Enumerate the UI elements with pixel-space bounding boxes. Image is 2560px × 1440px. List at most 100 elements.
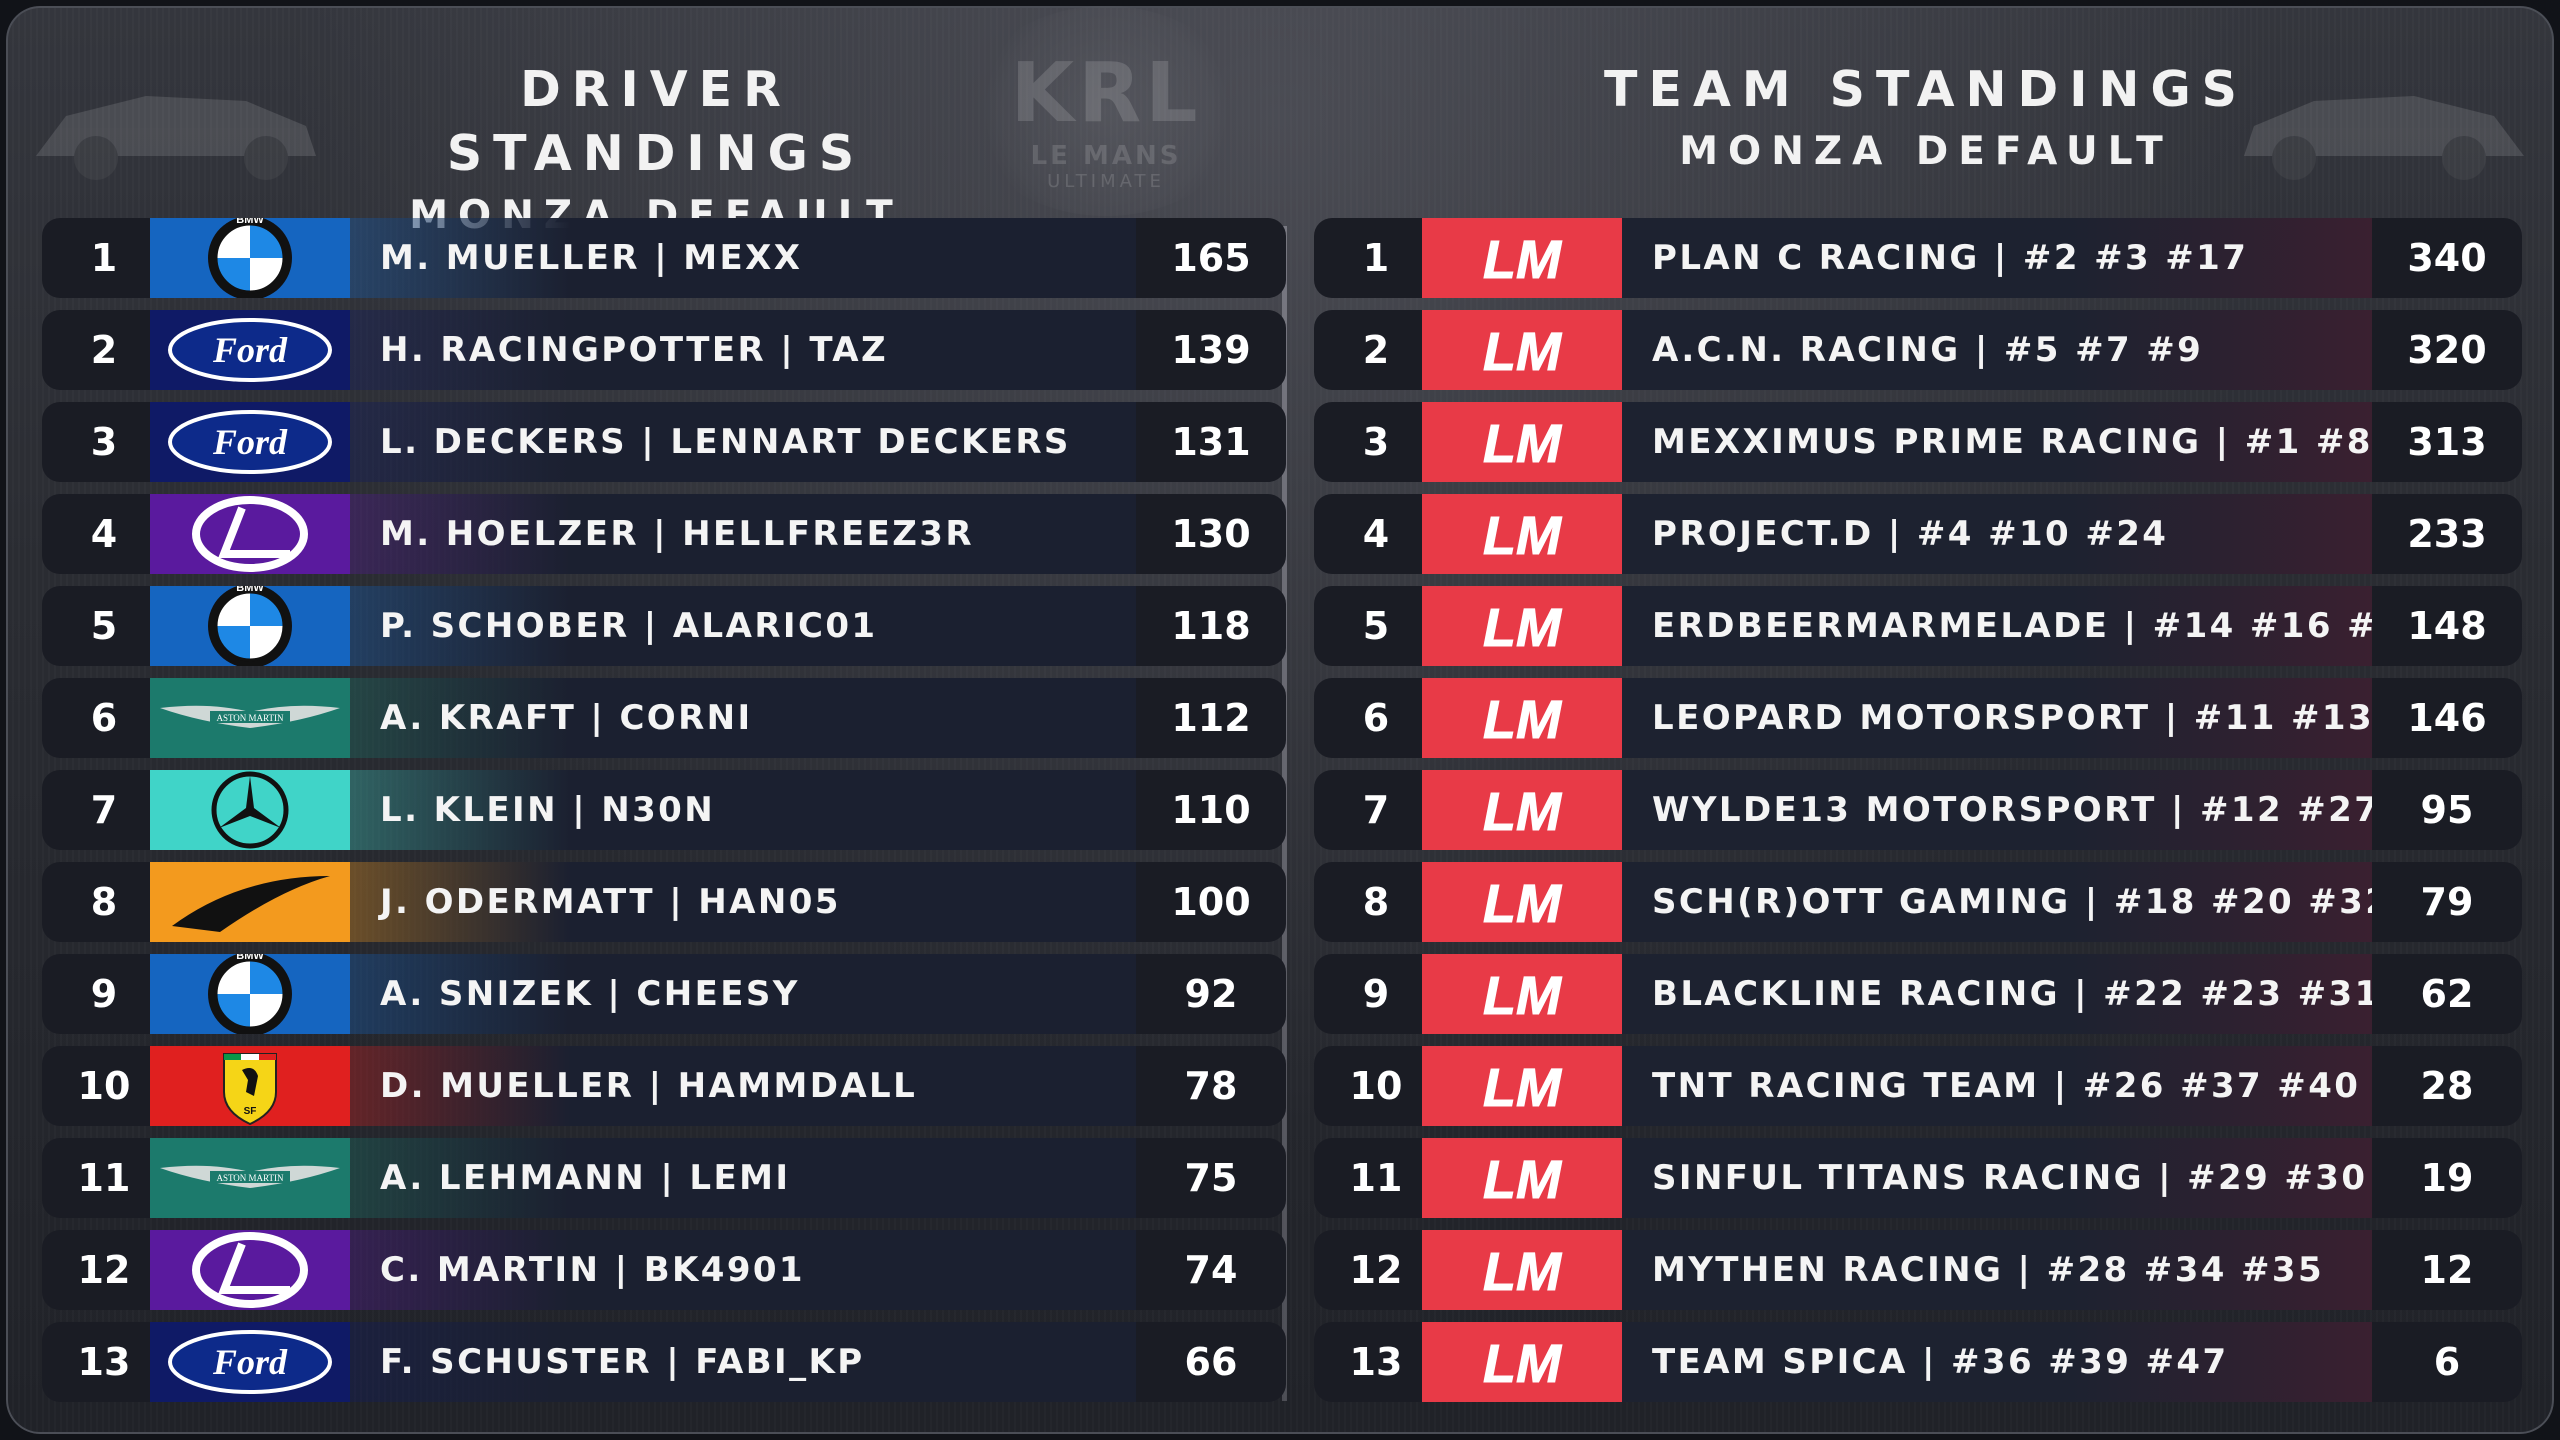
bmw-logo-icon: BMW	[150, 218, 350, 298]
svg-text:LM: LM	[1483, 874, 1562, 934]
driver-name: A. KRAFT | CORNI	[350, 678, 1136, 758]
watermark-main: KRL	[1010, 46, 1202, 141]
team-points: 28	[2372, 1046, 2522, 1126]
team-points: 313	[2372, 402, 2522, 482]
team-name: ERDBEERMARMELADE | #14 #16 #19	[1622, 586, 2372, 666]
lm-logo-icon: LM	[1422, 954, 1622, 1034]
team-name: TEAM SPICA | #36 #39 #47	[1622, 1322, 2372, 1402]
standings-board: KRL LE MANS ULTIMATE DRIVER STANDINGS MO…	[6, 6, 2554, 1434]
svg-text:LM: LM	[1483, 598, 1562, 658]
team-name: MYTHEN RACING | #28 #34 #35	[1622, 1230, 2372, 1310]
team-points: 6	[2372, 1322, 2522, 1402]
svg-text:LM: LM	[1483, 966, 1562, 1026]
team-standings-title: TEAM STANDINGS	[1604, 61, 2248, 118]
ford-logo-icon: Ford	[150, 402, 350, 482]
lm-logo-icon: LM	[1422, 1230, 1622, 1310]
lm-logo-icon: LM	[1422, 862, 1622, 942]
team-name: BLACKLINE RACING | #22 #23 #31	[1622, 954, 2372, 1034]
team-rank: 5	[1314, 586, 1438, 666]
svg-text:LM: LM	[1483, 782, 1562, 842]
driver-points: 75	[1136, 1138, 1286, 1218]
driver-points: 165	[1136, 218, 1286, 298]
driver-rank: 2	[42, 310, 166, 390]
svg-text:BMW: BMW	[236, 954, 264, 962]
team-points: 146	[2372, 678, 2522, 758]
lm-logo-icon: LM	[1422, 218, 1622, 298]
driver-name: C. MARTIN | BK4901	[350, 1230, 1136, 1310]
team-rank: 13	[1314, 1322, 1438, 1402]
svg-text:LM: LM	[1483, 230, 1562, 290]
driver-rank: 6	[42, 678, 166, 758]
team-standings-header: TEAM STANDINGS MONZA DEFAULT	[1576, 58, 2276, 182]
team-rank: 6	[1314, 678, 1438, 758]
team-name: PLAN C RACING | #2 #3 #17	[1622, 218, 2372, 298]
background-car-left	[36, 96, 316, 180]
driver-name: P. SCHOBER | ALARIC01	[350, 586, 1136, 666]
driver-rank: 8	[42, 862, 166, 942]
team-standings-subtitle: MONZA DEFAULT	[1679, 129, 2173, 174]
lm-logo-icon: LM	[1422, 1046, 1622, 1126]
driver-name: A. SNIZEK | CHEESY	[350, 954, 1136, 1034]
driver-rank: 9	[42, 954, 166, 1034]
watermark-sub2: ULTIMATE	[1047, 171, 1165, 192]
driver-points: 131	[1136, 402, 1286, 482]
team-rank: 2	[1314, 310, 1438, 390]
bmw-logo-icon: BMW	[150, 954, 350, 1034]
team-name: SINFUL TITANS RACING | #29 #30 #41	[1622, 1138, 2372, 1218]
driver-points: 139	[1136, 310, 1286, 390]
svg-text:LM: LM	[1483, 690, 1562, 750]
driver-rank: 13	[42, 1322, 166, 1402]
svg-text:LM: LM	[1483, 1334, 1562, 1394]
mercedes-logo-icon	[150, 770, 350, 850]
team-rank: 3	[1314, 402, 1438, 482]
team-points: 340	[2372, 218, 2522, 298]
krl-watermark-logo: KRL LE MANS ULTIMATE	[966, 6, 1246, 216]
driver-name: D. MUELLER | HAMMDALL	[350, 1046, 1136, 1126]
team-name: SCH(R)OTT GAMING | #18 #20 #32	[1622, 862, 2372, 942]
svg-text:Ford: Ford	[212, 1342, 288, 1382]
aston-logo-icon: ASTON MARTIN	[150, 678, 350, 758]
team-rank: 12	[1314, 1230, 1438, 1310]
lm-logo-icon: LM	[1422, 1322, 1622, 1402]
svg-text:LM: LM	[1483, 1058, 1562, 1118]
driver-points: 118	[1136, 586, 1286, 666]
team-rank: 10	[1314, 1046, 1438, 1126]
team-rank: 1	[1314, 218, 1438, 298]
team-name: LEOPARD MOTORSPORT | #11 #13 #33	[1622, 678, 2372, 758]
team-points: 233	[2372, 494, 2522, 574]
svg-text:ASTON MARTIN: ASTON MARTIN	[216, 713, 284, 723]
team-name: PROJECT.D | #4 #10 #24	[1622, 494, 2372, 574]
team-name: A.C.N. RACING | #5 #7 #9	[1622, 310, 2372, 390]
svg-text:BMW: BMW	[236, 586, 264, 594]
driver-name: L. DECKERS | LENNART DECKERS	[350, 402, 1136, 482]
mclaren-logo-icon	[150, 862, 350, 942]
driver-rank: 10	[42, 1046, 166, 1126]
driver-name: M. HOELZER | HELLFREEZ3R	[350, 494, 1136, 574]
team-points: 95	[2372, 770, 2522, 850]
driver-standings-header: DRIVER STANDINGS MONZA DEFAULT	[306, 58, 1006, 246]
driver-points: 92	[1136, 954, 1286, 1034]
lm-logo-icon: LM	[1422, 494, 1622, 574]
svg-text:LM: LM	[1483, 414, 1562, 474]
lm-logo-icon: LM	[1422, 678, 1622, 758]
driver-rank: 5	[42, 586, 166, 666]
svg-text:LM: LM	[1483, 1242, 1562, 1302]
driver-points: 112	[1136, 678, 1286, 758]
team-points: 148	[2372, 586, 2522, 666]
ferrari-logo-icon: SF	[150, 1046, 350, 1126]
ford-logo-icon: Ford	[150, 1322, 350, 1402]
team-name: MEXXIMUS PRIME RACING | #1 #8 #15	[1622, 402, 2372, 482]
background-car-right	[2244, 96, 2524, 180]
svg-text:ASTON MARTIN: ASTON MARTIN	[216, 1173, 284, 1183]
team-points: 19	[2372, 1138, 2522, 1218]
driver-name: H. RACINGPOTTER | TAZ	[350, 310, 1136, 390]
lm-logo-icon: LM	[1422, 770, 1622, 850]
driver-points: 78	[1136, 1046, 1286, 1126]
driver-name: L. KLEIN | N30N	[350, 770, 1136, 850]
driver-points: 110	[1136, 770, 1286, 850]
bmw-logo-icon: BMW	[150, 586, 350, 666]
svg-text:LM: LM	[1483, 322, 1562, 382]
lexus-logo-icon	[150, 1230, 350, 1310]
driver-name: M. MUELLER | MEXX	[350, 218, 1136, 298]
driver-points: 130	[1136, 494, 1286, 574]
